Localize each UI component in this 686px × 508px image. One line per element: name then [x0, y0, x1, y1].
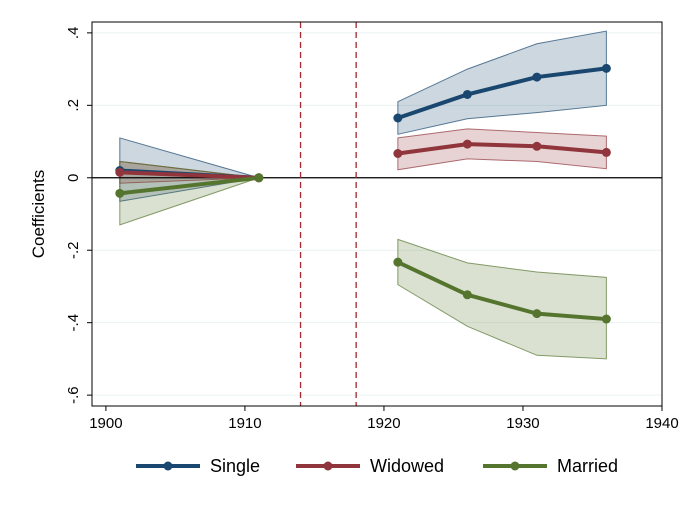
widowed-point — [601, 147, 611, 157]
widowed-line — [119, 170, 259, 180]
x-tick-label: 1930 — [506, 415, 539, 432]
married-point — [462, 290, 472, 300]
married-line — [119, 175, 260, 196]
y-tick-label: .4 — [65, 27, 82, 40]
legend-swatch-marker — [163, 461, 173, 471]
single-point — [462, 89, 472, 99]
plot-frame — [91, 21, 663, 407]
single-point — [393, 113, 403, 123]
legend-swatch-marker — [323, 461, 333, 471]
widowed-point — [462, 139, 472, 149]
x-tick-label: 1900 — [89, 415, 122, 432]
y-tick-label: -.2 — [65, 241, 82, 259]
legend-swatch-marker — [510, 461, 520, 471]
married-point — [601, 314, 611, 324]
series-lines — [119, 66, 607, 322]
widowed-point — [115, 167, 125, 177]
x-tick-label: 1920 — [367, 415, 400, 432]
married-confidence-band — [397, 238, 607, 360]
legend-item-single: Single — [136, 456, 260, 476]
axes: -.6 -.4 -.2 0 .2 .4 1900 1910 1920 1930 1940 — [65, 27, 679, 432]
single-point — [601, 63, 611, 73]
legend-item-married: Married — [483, 456, 618, 476]
married-point — [254, 173, 264, 183]
widowed-line — [397, 142, 607, 156]
x-tick-label: 1940 — [645, 415, 678, 432]
single-point — [532, 72, 542, 82]
x-tick-label: 1910 — [228, 415, 261, 432]
legend: Single Widowed Married — [136, 456, 618, 476]
legend-item-widowed: Widowed — [296, 456, 444, 476]
y-tick-label: 0 — [65, 174, 82, 182]
married-point — [115, 188, 125, 198]
married-point — [532, 309, 542, 319]
married-line — [397, 260, 607, 322]
y-tick-label: .2 — [65, 99, 82, 112]
y-tick-label: -.6 — [65, 386, 82, 404]
single-line — [397, 66, 607, 120]
widowed-point — [393, 149, 403, 159]
y-axis-title: Coefficients — [29, 170, 48, 259]
y-tick-label: -.4 — [65, 314, 82, 332]
legend-label: Widowed — [370, 456, 444, 476]
series-points — [115, 63, 611, 324]
single-confidence-band — [397, 30, 607, 135]
legend-label: Married — [557, 456, 618, 476]
widowed-confidence-band — [397, 128, 607, 171]
married-point — [393, 257, 403, 267]
reference-lines — [92, 22, 662, 406]
legend-label: Single — [210, 456, 260, 476]
widowed-point — [532, 141, 542, 151]
